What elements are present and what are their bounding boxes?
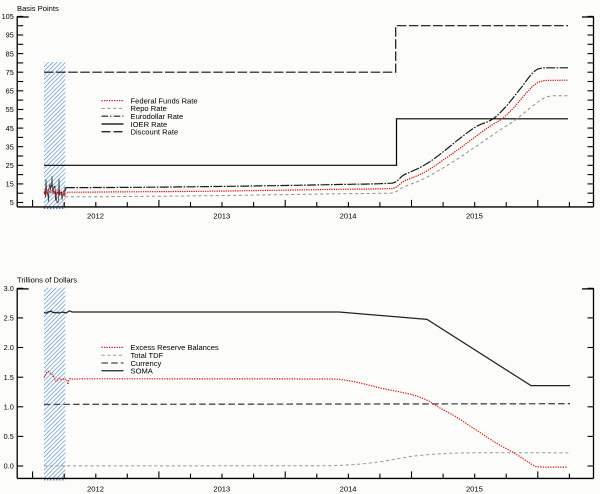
- svg-text:65: 65: [6, 87, 14, 96]
- svg-text:1.5: 1.5: [4, 373, 14, 382]
- svg-text:Currency: Currency: [131, 359, 162, 368]
- svg-text:2015: 2015: [466, 485, 483, 494]
- svg-text:Basis Points: Basis Points: [17, 4, 59, 13]
- svg-text:2014: 2014: [340, 485, 357, 494]
- svg-text:3.0: 3.0: [4, 284, 14, 293]
- svg-text:0.0: 0.0: [4, 462, 14, 471]
- svg-text:45: 45: [6, 124, 14, 133]
- svg-text:Trillions of Dollars: Trillions of Dollars: [17, 276, 77, 285]
- svg-text:75: 75: [6, 68, 14, 77]
- svg-text:Discount Rate: Discount Rate: [131, 128, 179, 137]
- svg-text:15: 15: [6, 180, 14, 189]
- svg-text:25: 25: [6, 161, 14, 170]
- svg-text:5: 5: [10, 198, 14, 207]
- svg-text:0.5: 0.5: [4, 432, 14, 441]
- svg-text:85: 85: [6, 49, 14, 58]
- svg-text:IOER Rate: IOER Rate: [131, 120, 168, 129]
- svg-text:105: 105: [2, 12, 14, 21]
- svg-text:95: 95: [6, 31, 14, 40]
- svg-text:Federal Funds Rate: Federal Funds Rate: [131, 96, 198, 105]
- svg-text:Excess Reserve Balances: Excess Reserve Balances: [131, 343, 219, 352]
- svg-text:SOMA: SOMA: [131, 367, 154, 376]
- svg-text:Total TDF: Total TDF: [131, 351, 164, 360]
- svg-text:2013: 2013: [213, 485, 230, 494]
- svg-text:55: 55: [6, 105, 14, 114]
- svg-text:Eurodollar Rate: Eurodollar Rate: [131, 112, 184, 121]
- svg-text:35: 35: [6, 142, 14, 151]
- svg-text:2015: 2015: [466, 212, 483, 221]
- svg-text:1.0: 1.0: [4, 403, 14, 412]
- svg-text:2.5: 2.5: [4, 314, 14, 323]
- svg-text:Repo Rate: Repo Rate: [131, 104, 167, 113]
- svg-text:2.0: 2.0: [4, 343, 14, 352]
- svg-text:2014: 2014: [340, 212, 357, 221]
- svg-text:2012: 2012: [87, 212, 104, 221]
- svg-text:2012: 2012: [87, 485, 104, 494]
- svg-text:2013: 2013: [213, 212, 230, 221]
